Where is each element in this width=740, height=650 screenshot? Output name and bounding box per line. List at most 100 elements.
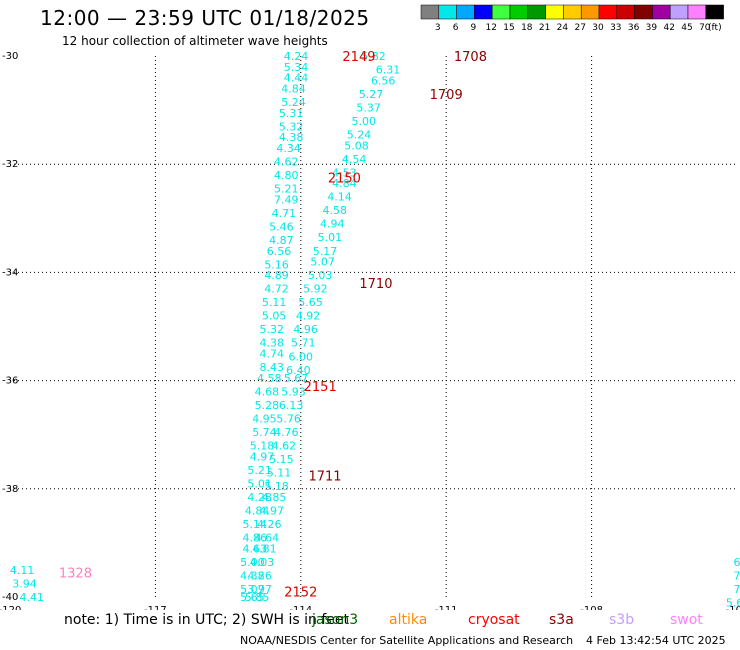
pass-number-label: 2152	[284, 586, 317, 601]
wave-height-value: 5.00	[352, 115, 377, 128]
wave-height-value: 5.05	[262, 310, 287, 323]
scale-tick-label: 39	[646, 23, 658, 33]
wave-height-value: 5.65	[298, 296, 323, 309]
wave-height-value: 5.11	[262, 296, 287, 309]
satellite-legend-swot: swot	[670, 612, 703, 628]
wave-height-value: 4.97	[259, 504, 284, 517]
wave-height-value: 4.03	[250, 556, 275, 569]
wave-height-value: 6.56	[267, 245, 292, 258]
scale-tick-label: 36	[628, 23, 640, 33]
wave-height-value: 6.56	[371, 74, 396, 87]
wave-height-value: 4.24	[284, 50, 309, 63]
wave-height-value: 4.34	[276, 142, 301, 155]
wave-height-value: 5.18	[250, 440, 275, 453]
satellite-legend-jason3: jason3	[312, 612, 359, 628]
y-tick-label: -34	[2, 267, 18, 278]
scale-tick-label: 9	[471, 23, 477, 33]
pass-number-label: 2149	[342, 50, 375, 65]
wave-height-value: 7.49	[274, 193, 299, 206]
wave-height-value: 4.53	[332, 166, 357, 179]
scale-tick-label: 15	[503, 23, 514, 33]
wave-height-value: 4.58	[322, 204, 347, 217]
wave-height-value: 4.44	[284, 72, 309, 85]
y-tick-label: -38	[2, 484, 18, 495]
satellite-legend-s3a: s3a	[549, 612, 574, 628]
wave-height-value: 5.37	[356, 101, 381, 114]
wave-height-value: 5.46	[269, 220, 294, 233]
wave-height-value: 4.76	[274, 426, 299, 439]
wave-height-value: 5.76	[276, 412, 301, 425]
wave-height-value: 5.74	[252, 426, 277, 439]
wave-height-value: 5.07	[310, 256, 335, 269]
wave-height-value: 4.38	[279, 131, 304, 144]
scale-tick-label: 27	[574, 23, 585, 33]
wave-height-value: 5.24	[281, 96, 306, 109]
wave-height-value: 4.54	[342, 153, 367, 166]
wave-height-value: 4.84	[281, 82, 306, 95]
x-tick-label: -117	[144, 605, 167, 610]
wave-height-value: 4.11	[10, 564, 35, 577]
pass-number-label: 1710	[359, 277, 392, 292]
pass-number-label: 2151	[304, 380, 337, 395]
scale-tick-label: 45	[681, 23, 692, 33]
wave-height-value: 3.94	[12, 577, 37, 590]
wave-height-value: 4.95	[252, 412, 277, 425]
x-tick-label: -108	[580, 605, 603, 610]
scale-tick-label: 42	[663, 23, 674, 33]
wave-height-value: 5.6	[726, 596, 740, 609]
wave-height-value: 4.62	[272, 440, 297, 453]
wave-height-value: 5.32	[279, 120, 304, 133]
wave-height-value: 5.28	[255, 399, 280, 412]
wave-height-value: 5.15	[269, 453, 294, 466]
wave-height-value: 5.01	[247, 477, 272, 490]
wave-height-value: 5.34	[284, 61, 309, 74]
satellite-legend-s3b: s3b	[609, 612, 635, 628]
chart-title: 12:00 — 23:59 UTC 01/18/2025	[40, 6, 370, 30]
wave-height-value: 4.74	[259, 348, 284, 361]
color-scale: 3 6 9 12 15 18 21 24 27 30 33 36 39 42 45 70(ft)	[420, 4, 724, 33]
pass-number-label: 1709	[430, 88, 463, 103]
scale-tick-label: 3	[435, 23, 441, 33]
x-tick-label: -120	[0, 605, 21, 610]
wave-height-value: 5.14	[243, 518, 268, 531]
scale-tick-label: 24	[557, 23, 569, 33]
wave-height-value: 5.08	[344, 139, 369, 152]
wave-height-value: 5.82	[361, 50, 386, 63]
wave-height-value: 6	[734, 556, 740, 569]
y-tick-label: -30	[2, 51, 18, 62]
wave-height-value: 5.01	[318, 231, 343, 244]
credit-line: NOAA/NESDIS Center for Satellite Applica…	[240, 634, 574, 647]
wave-height-value: 6.31	[376, 64, 401, 77]
x-tick-label: -111	[435, 605, 458, 610]
pass-number-label: 1711	[308, 469, 341, 484]
y-tick-label: -40	[2, 592, 18, 603]
wave-height-value: 4.26	[257, 518, 282, 531]
y-tick-label: -36	[2, 376, 18, 387]
satellite-legend-cryosat: cryosat	[468, 612, 520, 628]
wave-height-value: 4.28	[247, 491, 272, 504]
wave-height-value: 5.92	[303, 283, 328, 296]
wave-height-value: 5.03	[308, 269, 333, 282]
scale-tick-label: 70	[699, 23, 711, 33]
wave-height-value: 5.18	[264, 480, 289, 493]
y-tick-label: -32	[2, 159, 18, 170]
pass-number-label: 2150	[328, 172, 361, 187]
wave-height-value: 4.64	[255, 531, 280, 544]
wave-height-value: 4.62	[274, 155, 299, 168]
wave-height-value: 6.00	[289, 350, 314, 363]
generated-timestamp: 4 Feb 13:42:54 UTC 2025	[586, 634, 726, 647]
wave-height-value: 6.40	[286, 364, 311, 377]
wave-height-value: 4.86	[243, 531, 268, 544]
wave-height-value: 5.31	[279, 107, 304, 120]
wave-height-value: 5.65	[240, 591, 265, 604]
wave-height-value: 4.84	[332, 177, 357, 190]
wave-height-value: 5.17	[313, 245, 338, 258]
wave-height-value: 4.26	[247, 569, 272, 582]
x-tick-label: -105	[726, 605, 740, 610]
wave-height-value: 4.68	[255, 385, 280, 398]
scale-tick-label: 21	[539, 23, 550, 33]
wave-height-value: 4.58	[257, 372, 282, 385]
wave-height-value: 4.84	[245, 504, 270, 517]
scale-swatch	[705, 4, 724, 20]
scale-unit-label: (ft)	[708, 23, 722, 33]
